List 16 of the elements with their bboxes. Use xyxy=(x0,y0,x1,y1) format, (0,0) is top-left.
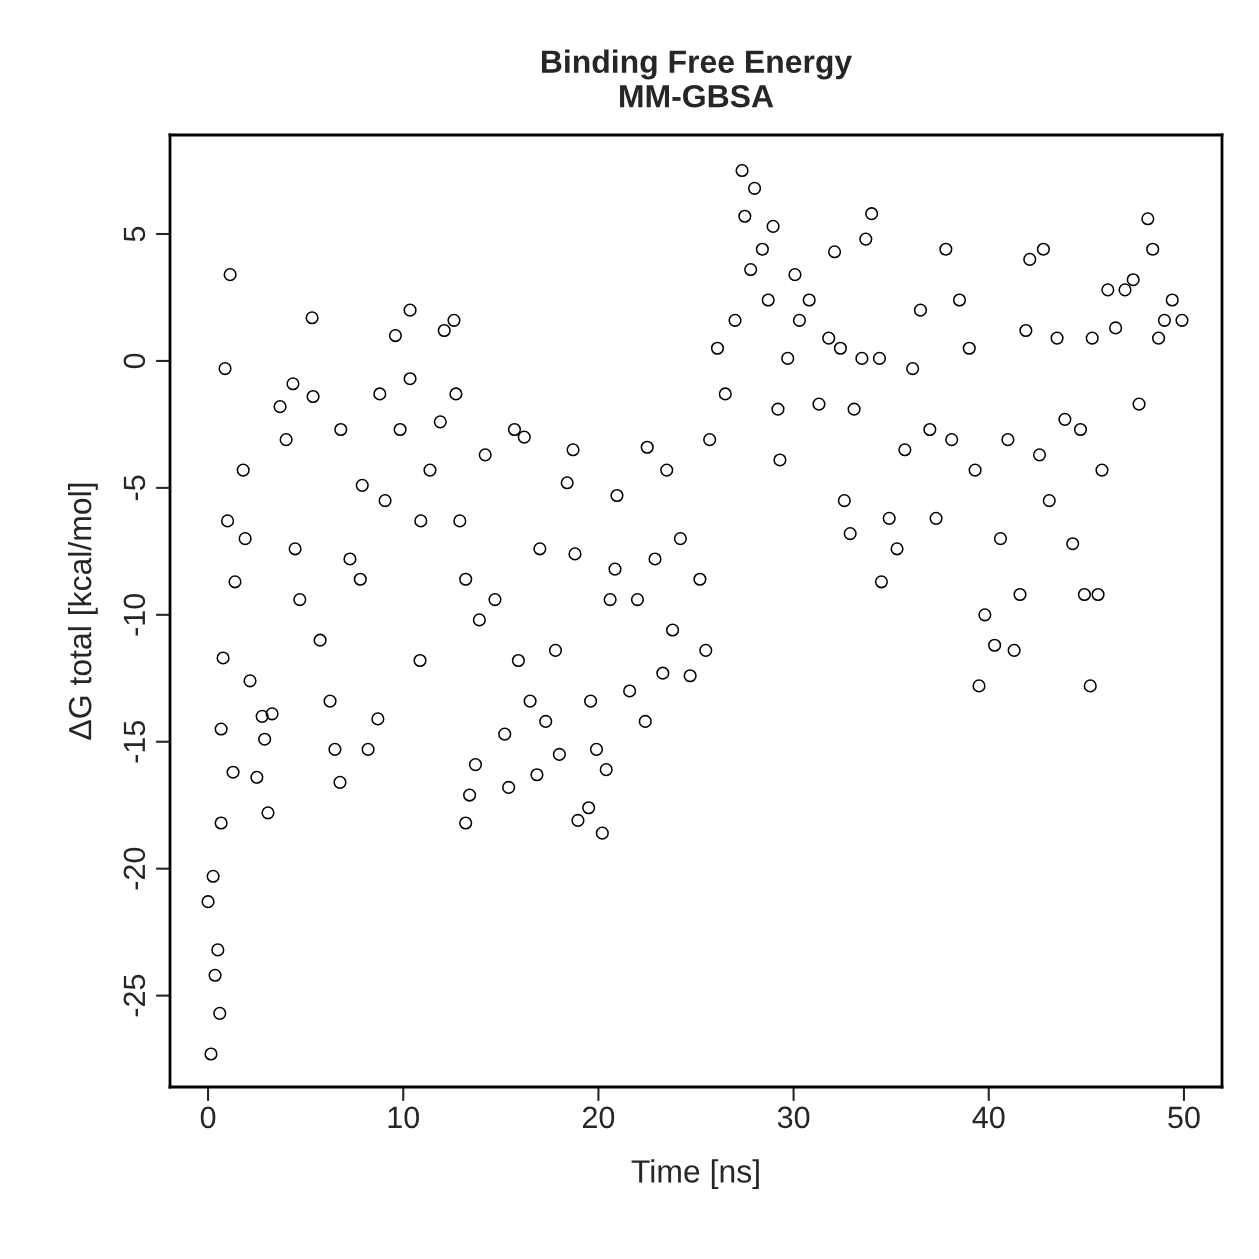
x-tick-label: 10 xyxy=(388,1106,420,1129)
x-tick-label: 40 xyxy=(972,1106,1005,1129)
y-axis-title: ΔG total [kcal/mol] xyxy=(67,483,98,740)
x-tick-label: 20 xyxy=(582,1106,615,1129)
y-tick-label: 5 xyxy=(123,226,146,242)
chart-title: Binding Free Energy MM-GBSA xyxy=(541,49,853,108)
y-tick-label: -10 xyxy=(123,593,146,636)
y-tick-label: 0 xyxy=(123,353,146,369)
y-tick-label: -25 xyxy=(123,974,146,1017)
y-tick-label: -5 xyxy=(123,475,146,501)
x-axis-title: Time [ns] xyxy=(631,1159,759,1190)
y-tick-label: -20 xyxy=(123,847,146,890)
x-tick-label: 50 xyxy=(1168,1106,1200,1129)
x-tick-label: 0 xyxy=(200,1106,216,1129)
y-tick-label: -15 xyxy=(123,720,146,763)
x-tick-label: 30 xyxy=(777,1106,810,1129)
